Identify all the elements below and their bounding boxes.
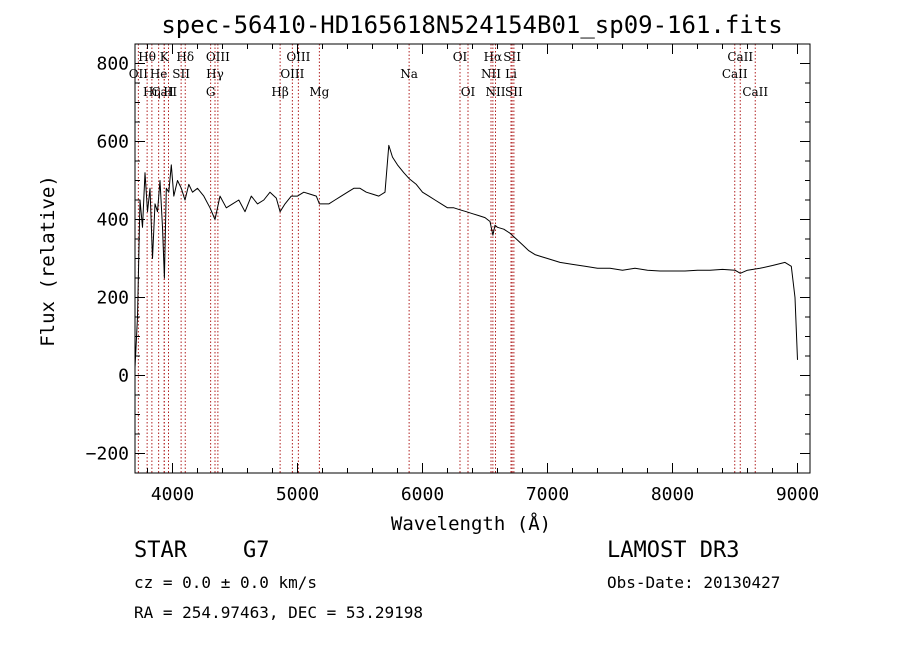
spectrum-layer [134, 144, 798, 368]
line-label-3: Hθ [138, 50, 156, 64]
line-label-9: OIII [206, 50, 230, 64]
y-axis-label: Flux (relative) [37, 175, 59, 347]
line-label-21: NII [486, 85, 506, 99]
line-label-15: Mg [309, 85, 329, 99]
x-tick-label-4000: 4000 [151, 484, 194, 505]
line-label-1: OII [129, 67, 149, 81]
redshift-velocity: cz = 0.0 ± 0.0 km/s [134, 573, 318, 592]
line-label-16: Na [400, 67, 418, 81]
line-label-26: CaII [722, 67, 748, 81]
line-label-7: SII [172, 67, 190, 81]
y-tick-label-800: 800 [96, 54, 129, 75]
spectral-subclass: G7 [243, 538, 270, 563]
line-label-25: CaII [727, 50, 753, 64]
y-tick-label-200: 200 [96, 288, 129, 309]
line-label-19: Hα [484, 50, 503, 64]
line-label-6: H [163, 85, 173, 99]
line-label-24: SII [505, 85, 523, 99]
line-label-2: Hη [143, 85, 161, 99]
line-label-5: He [150, 67, 168, 81]
line-label-18: OI [461, 85, 476, 99]
line-label-10: Hγ [206, 67, 224, 81]
line-label-17: OI [453, 50, 468, 64]
line-label-0: CaII [151, 85, 177, 99]
line-label-20: NII [481, 67, 501, 81]
line-label-11: G [206, 85, 216, 99]
line-label-23: Li [505, 67, 517, 81]
x-tick-label-5000: 5000 [276, 484, 319, 505]
observation-date: Obs-Date: 20130427 [607, 573, 781, 592]
y-tick-label--200: −200 [86, 444, 129, 465]
y-tick-label-0: 0 [118, 366, 129, 387]
x-tick-label-8000: 8000 [651, 484, 694, 505]
line-label-12: OIII [286, 50, 310, 64]
y-tick-label-400: 400 [96, 210, 129, 231]
plot-frame [134, 43, 811, 474]
line-label-27: CaII [742, 85, 768, 99]
x-tick-label-9000: 9000 [776, 484, 819, 505]
x-axis-label: Wavelength (Å) [391, 512, 551, 535]
x-tick-label-6000: 6000 [401, 484, 444, 505]
axes: 4000 5000 6000 7000 8000 9000 −200 0 200 400 600 80… [86, 43, 819, 505]
line-label-4: K [160, 50, 170, 64]
y-tick-label-600: 600 [96, 132, 129, 153]
coordinates: RA = 254.97463, DEC = 53.29198 [134, 603, 423, 622]
line-label-13: OIII [280, 67, 304, 81]
spectrum-chart: spec-56410-HD165618N524154B01_sp09-161.f… [37, 11, 819, 535]
chart-title: spec-56410-HD165618N524154B01_sp09-161.f… [161, 11, 782, 39]
x-tick-label-7000: 7000 [526, 484, 569, 505]
line-label-14: Hβ [271, 85, 288, 99]
survey-name: LAMOST DR3 [607, 538, 740, 563]
line-label-8: Hδ [176, 50, 194, 64]
spectrum-series [134, 144, 798, 368]
line-label-22: SII [503, 50, 521, 64]
object-class: STAR [134, 538, 187, 563]
